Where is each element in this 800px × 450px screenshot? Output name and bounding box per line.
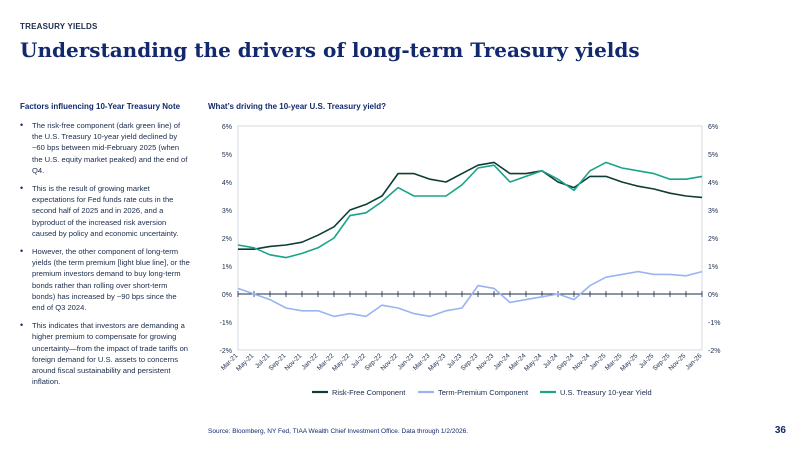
series-line [237,161,703,259]
x-tick-label: Nov-21 [284,352,304,372]
x-tick-label: Jan-26 [684,352,703,371]
x-tick-label: May-23 [427,352,448,373]
y-tick-label-left: 4% [222,180,232,187]
left-panel-heading: Factors influencing 10-Year Treasury Not… [20,102,181,111]
x-tick-label: May-22 [331,352,352,373]
page-title: Understanding the drivers of long-term T… [20,38,640,62]
x-tick-label: Nov-25 [668,352,688,372]
plot-frame [237,125,703,351]
x-tick-label: May-21 [235,352,256,373]
series-line [237,270,703,318]
y-tick-label-right: 2% [708,236,718,243]
x-tick-label: Nov-24 [572,352,592,372]
bullet-item: The risk-free component (dark green line… [20,120,190,176]
y-tick-label-right: -2% [708,348,720,355]
y-tick-label-left: 3% [222,208,232,215]
series-line [238,161,703,250]
y-tick-label-left: -1% [220,320,232,327]
y-tick-label-right: 3% [708,208,718,215]
bullet-item: This indicates that investors are demand… [20,320,190,387]
y-tick-label-left: 6% [222,124,232,131]
x-tick-label: May-25 [619,352,640,373]
y-tick-label-left: 0% [222,292,232,299]
bullet-list: The risk-free component (dark green line… [20,120,190,394]
chart-container: 6% 5% 4% 3% 2% 1% 0% -1% -2% 6% 5% 4% 3% 2% 1% 0% -1% -2%… [200,112,740,412]
section-eyebrow: TREASURY YIELDS [20,22,98,31]
source-note: Source: Bloomberg, NY Fed, TIAA Wealth C… [208,428,469,435]
y-tick-label-left: -2% [220,348,232,355]
x-tick-label: Nov-23 [476,352,496,372]
legend-label: Term-Premium Component [438,388,529,397]
x-tick-label: May-24 [523,352,544,373]
y-tick-label-right: -1% [708,320,720,327]
bullet-item: However, the other component of long-ter… [20,246,190,313]
bullet-item: This is the result of growing market exp… [20,183,190,239]
y-tick-label-right: 5% [708,152,718,159]
legend-label: U.S. Treasury 10-year Yield [560,388,652,397]
y-tick-label-left: 5% [222,152,232,159]
x-tick-label: Nov-22 [380,352,400,372]
y-tick-label-right: 0% [708,292,718,299]
chart-heading: What’s driving the 10-year U.S. Treasury… [208,102,386,111]
y-tick-label-right: 4% [708,180,718,187]
y-tick-label-left: 1% [222,264,232,271]
line-chart: 6% 5% 4% 3% 2% 1% 0% -1% -2% 6% 5% 4% 3% 2% 1% 0% -1% -2%… [220,124,721,397]
y-tick-label-right: 6% [708,124,718,131]
y-tick-label-left: 2% [222,236,232,243]
y-tick-label-right: 1% [708,264,718,271]
legend-label: Risk-Free Component [332,388,406,397]
page-number: 36 [774,425,786,436]
